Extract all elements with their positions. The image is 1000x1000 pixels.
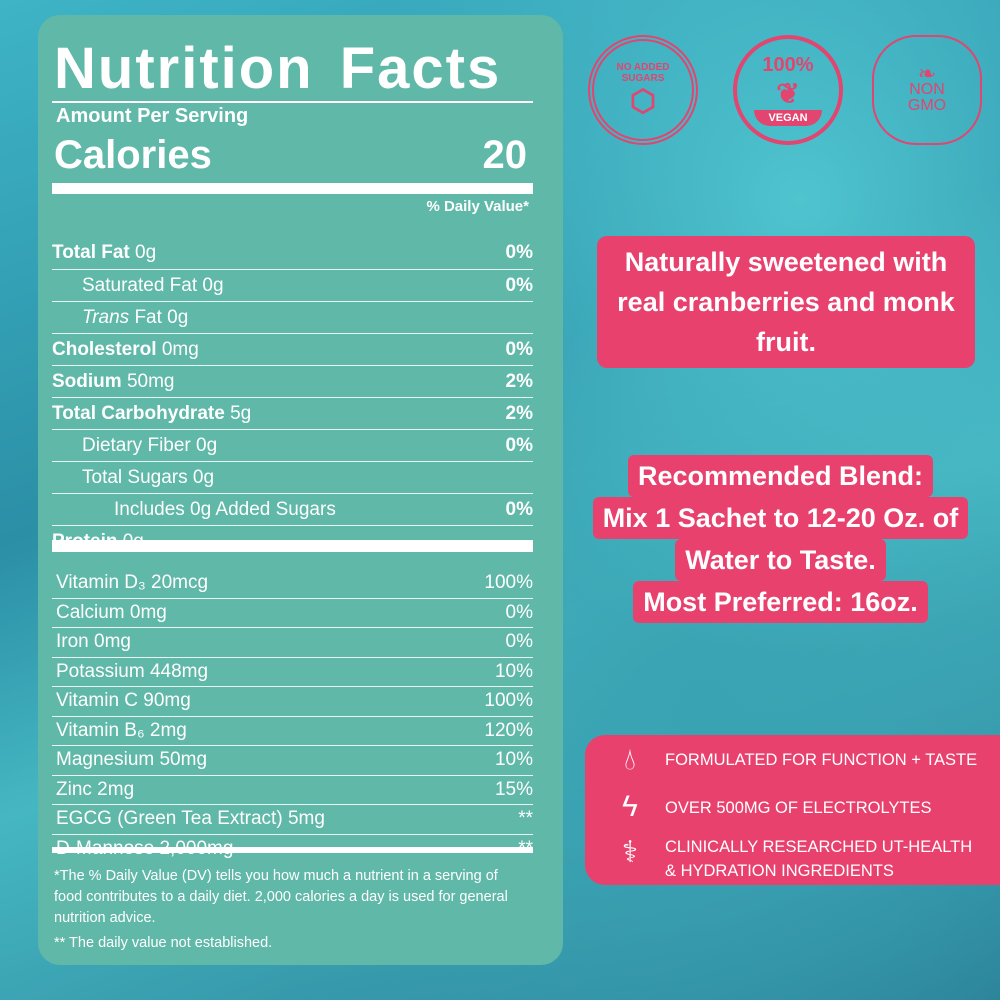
daily-value-pct: 0%: [505, 274, 533, 296]
vitamin-label: Vitamin B₆ 2mg: [56, 719, 187, 741]
badge-text: NO ADDED SUGARS: [616, 61, 670, 84]
calories-value: 20: [482, 133, 528, 177]
daily-value-pct: 2%: [505, 370, 533, 392]
nutrient-label: Total Fat 0g: [52, 242, 157, 263]
vitamin-label: Vitamin D₃ 20mcg: [56, 571, 209, 593]
divider: [52, 101, 533, 103]
badge-text: 100%: [762, 54, 814, 76]
daily-value-pct: 100%: [484, 690, 533, 712]
daily-value-pct: 0%: [505, 498, 533, 520]
blend-line: Most Preferred: 16oz.: [633, 581, 928, 623]
vitamin-row: EGCG (Green Tea Extract) 5mg **: [52, 804, 533, 834]
daily-value-pct: 0%: [505, 338, 533, 360]
nutrient-label: Cholesterol 0mg: [52, 338, 199, 360]
nutrient-row: Includes 0g Added Sugars 0%: [52, 493, 533, 525]
vegan-badge: 100% ❦ VEGAN: [733, 35, 843, 145]
nutrient-label: Dietary Fiber 0g: [82, 434, 218, 456]
nutrient-label: Sodium 50mg: [52, 370, 175, 392]
water-drop-icon: 💧︎: [624, 743, 636, 776]
nutrient-label: Saturated Fat 0g: [82, 274, 224, 296]
blend-callout: Recommended Blend: Mix 1 Sachet to 12-20 …: [583, 455, 978, 623]
vitamin-label: EGCG (Green Tea Extract) 5mg: [56, 808, 325, 830]
badge-text: NON: [909, 81, 945, 98]
nutrition-facts-panel: Nutrition Facts Amount Per Serving Calor…: [38, 15, 563, 965]
vitamin-label: Vitamin C 90mg: [56, 690, 191, 712]
no-added-sugars-badge: NO ADDED SUGARS ⬡: [588, 35, 698, 145]
vitamin-label: Magnesium 50mg: [56, 749, 208, 771]
amount-per-serving: Amount Per Serving: [56, 105, 249, 127]
feature-text: CLINICALLY RESEARCHED UT-HEALTH & HYDRAT…: [665, 838, 973, 880]
nutrient-label: Includes 0g Added Sugars: [114, 498, 336, 520]
daily-value-pct: 2%: [505, 402, 533, 424]
daily-value-pct: 0%: [505, 631, 533, 653]
daily-value-pct: 100%: [484, 571, 533, 593]
daily-value-pct: **: [518, 808, 533, 830]
daily-value-pct: 10%: [494, 660, 533, 682]
nutrient-row: Total Fat 0g 0%: [52, 237, 533, 269]
footnote-not-established: ** The daily value not established.: [54, 935, 273, 951]
thick-divider: [52, 540, 533, 552]
nutrient-row: Sodium 50mg 2%: [52, 365, 533, 397]
badge-text: GMO: [907, 97, 947, 114]
daily-value-pct: 0%: [505, 242, 533, 263]
nutrient-row: Cholesterol 0mg 0%: [52, 333, 533, 365]
vitamin-label: Iron 0mg: [56, 631, 131, 653]
sweetener-callout: Naturally sweetened with real cranberrie…: [597, 236, 975, 368]
daily-value-pct: 15%: [494, 778, 533, 800]
vitamin-row: Calcium 0mg 0%: [52, 597, 533, 628]
footnote-dv: *The % Daily Value (DV) tells you how mu…: [54, 868, 508, 926]
non-gmo-badge: ❧ NON GMO: [872, 35, 982, 145]
nutrition-title: Nutrition Facts: [54, 36, 502, 101]
features-box: 💧︎ FORMULATED FOR FUNCTION + TASTE ϟ OVE…: [585, 735, 1000, 885]
leaf-icon: ❧: [917, 61, 937, 86]
thick-divider: [52, 183, 533, 194]
sugar-cube-icon: ⬡: [629, 84, 657, 118]
daily-value-pct: 10%: [494, 749, 533, 771]
nutrient-label: Total Carbohydrate 5g: [52, 402, 252, 424]
vitamin-row: Zinc 2mg 15%: [52, 774, 533, 805]
daily-value-pct: 0%: [505, 601, 533, 623]
daily-value-pct: 0%: [505, 434, 533, 456]
vitamin-row: Potassium 448mg 10%: [52, 656, 533, 687]
daily-value-header: % Daily Value*: [426, 198, 529, 215]
feature-text: FORMULATED FOR FUNCTION + TASTE: [665, 751, 978, 769]
sprout-icon: ❦: [776, 78, 800, 109]
feature-text: OVER 500MG OF ELECTROLYTES: [665, 799, 932, 817]
vitamin-label: Zinc 2mg: [56, 778, 135, 800]
blend-line: Mix 1 Sachet to 12-20 Oz. of: [592, 497, 969, 539]
vitamin-row: Vitamin D₃ 20mcg 100%: [52, 568, 533, 598]
blend-line: Recommended Blend:: [627, 455, 934, 497]
vitamin-label: Calcium 0mg: [56, 601, 167, 623]
nutrient-label: Trans Fat 0g: [82, 306, 189, 328]
nutrient-row: Dietary Fiber 0g 0%: [52, 429, 533, 461]
lightning-icon: ϟ: [622, 790, 638, 823]
vitamin-row: Vitamin C 90mg 100%: [52, 686, 533, 716]
nutrient-row: Total Carbohydrate 5g 2%: [52, 397, 533, 429]
vitamin-row: Vitamin B₆ 2mg 120%: [52, 715, 533, 746]
thick-divider: [52, 847, 533, 853]
nutrient-row: Total Sugars 0g: [52, 461, 533, 493]
nutrient-label: Total Sugars 0g: [82, 466, 215, 488]
nutrient-row: Trans Fat 0g: [52, 301, 533, 333]
daily-value-pct: 120%: [484, 719, 533, 741]
caduceus-icon: ⚕: [621, 836, 639, 869]
vitamin-row: Iron 0mg 0%: [52, 627, 533, 657]
badge-text: VEGAN: [754, 110, 822, 126]
vitamin-row: Magnesium 50mg 10%: [52, 745, 533, 775]
blend-line: Water to Taste.: [675, 539, 886, 581]
nutrient-row: Saturated Fat 0g 0%: [52, 269, 533, 301]
calories-label: Calories: [54, 133, 212, 177]
vitamin-label: Potassium 448mg: [56, 660, 209, 682]
